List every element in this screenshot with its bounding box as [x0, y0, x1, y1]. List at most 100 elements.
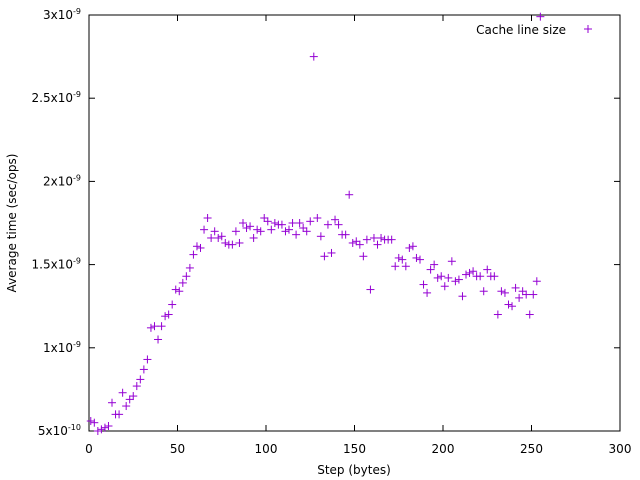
- data-point: [525, 310, 534, 319]
- data-point: [192, 242, 201, 251]
- data-point: [398, 255, 407, 264]
- data-point: [288, 219, 297, 227]
- data-point: [323, 220, 332, 229]
- data-point: [150, 322, 159, 331]
- data-point: [157, 322, 166, 331]
- data-point: [462, 270, 471, 279]
- data-point: [444, 273, 453, 282]
- data-point: [207, 233, 216, 242]
- data-point: [504, 300, 513, 309]
- data-point: [415, 255, 424, 264]
- x-tick-label: 0: [85, 442, 93, 456]
- x-tick-label: 50: [170, 442, 185, 456]
- data-point: [394, 253, 403, 262]
- data-point: [200, 225, 209, 234]
- plot-frame: [88, 14, 621, 432]
- legend: Cache line size: [476, 23, 592, 37]
- data-point: [292, 230, 301, 239]
- data-point: [185, 263, 194, 272]
- y-tick-label: 3x10-9: [43, 7, 81, 22]
- x-tick-label: 150: [343, 442, 366, 456]
- data-point: [118, 388, 127, 397]
- data-point: [139, 365, 148, 374]
- data-point: [136, 375, 145, 384]
- data-point: [454, 275, 463, 284]
- data-point: [221, 238, 230, 247]
- data-point: [154, 335, 163, 344]
- data-point: [242, 223, 251, 232]
- data-point: [522, 290, 531, 299]
- data-point: [302, 227, 311, 236]
- y-tick-label: 1x10-9: [43, 340, 81, 355]
- data-point: [253, 225, 262, 234]
- data-point: [497, 287, 506, 296]
- y-axis-label: Average time (sec/ops): [5, 154, 19, 293]
- data-point: [440, 282, 449, 291]
- data-point: [175, 287, 184, 296]
- data-point: [270, 219, 279, 227]
- data-point: [313, 214, 322, 223]
- data-point: [408, 242, 417, 251]
- data-point: [238, 219, 247, 227]
- data-point: [458, 292, 467, 301]
- data-point: [267, 225, 276, 234]
- data-point: [210, 227, 219, 236]
- data-point: [100, 423, 109, 432]
- data-point: [490, 272, 499, 281]
- data-point: [377, 233, 386, 242]
- data-point: [217, 232, 226, 241]
- data-point: [161, 312, 170, 321]
- data-point: [391, 262, 400, 271]
- data-point: [345, 190, 354, 199]
- data-point: [228, 240, 237, 249]
- data-point: [529, 290, 538, 299]
- data-point: [320, 252, 329, 261]
- y-tick-label: 2.5x10-9: [32, 90, 81, 105]
- y-axis: 5x10-10 1x10-9 1.5x10-9 2x10-9 2.5x10-9 3x10-…: [32, 7, 620, 438]
- data-point: [387, 235, 396, 244]
- y-tick-label: 5x10-10: [38, 423, 81, 438]
- data-point: [419, 280, 428, 289]
- data-point: [451, 277, 460, 286]
- data-point: [331, 215, 340, 224]
- data-point: [511, 283, 520, 292]
- data-point: [515, 293, 524, 302]
- data-point: [256, 227, 265, 236]
- data-point: [263, 217, 272, 226]
- data-point: [476, 272, 485, 281]
- data-point: [299, 223, 308, 232]
- data-point: [115, 410, 124, 419]
- data-point: [401, 262, 410, 271]
- data-point: [359, 252, 368, 261]
- data-point: [249, 233, 258, 242]
- data-point: [129, 392, 138, 401]
- data-point: [426, 265, 435, 274]
- legend-marker-icon: [584, 25, 592, 33]
- data-point: [352, 237, 361, 246]
- data-point: [316, 232, 325, 241]
- data-point: [164, 310, 173, 319]
- data-point: [309, 52, 318, 61]
- data-point: [341, 230, 350, 239]
- data-point: [231, 227, 240, 236]
- data-point: [362, 235, 371, 244]
- data-point: [479, 287, 488, 296]
- data-point: [447, 257, 456, 266]
- data-points: [86, 12, 545, 435]
- data-point: [433, 273, 442, 282]
- data-point: [430, 260, 439, 269]
- data-point: [132, 382, 141, 391]
- data-point: [295, 219, 304, 227]
- legend-label: Cache line size: [476, 23, 566, 37]
- data-point: [86, 417, 95, 426]
- data-point: [518, 287, 527, 296]
- y-tick-label: 2x10-9: [43, 173, 81, 188]
- data-point: [168, 300, 177, 309]
- data-point: [493, 310, 502, 319]
- data-point: [104, 422, 113, 431]
- x-axis-label: Step (bytes): [317, 463, 391, 477]
- data-point: [405, 243, 414, 252]
- data-point: [366, 285, 375, 294]
- data-point: [214, 233, 223, 242]
